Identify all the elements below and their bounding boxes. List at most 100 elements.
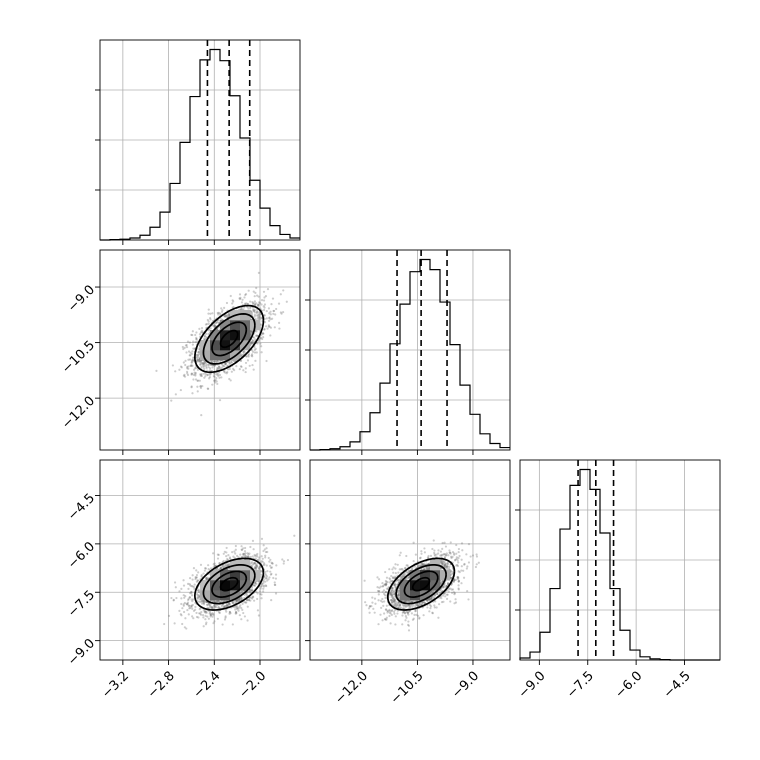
scatter-point — [204, 614, 207, 617]
scatter-point — [208, 367, 212, 370]
scatter-point — [191, 333, 194, 337]
scatter-point — [253, 311, 256, 314]
scatter-point — [248, 599, 251, 602]
x-tick-label: −7.5 — [564, 669, 597, 702]
scatter-point — [251, 363, 254, 367]
scatter-point — [207, 363, 210, 367]
scatter-point — [272, 309, 276, 313]
scatter-point — [262, 584, 265, 587]
scatter-point — [265, 547, 268, 550]
scatter-point — [222, 552, 225, 555]
scatter-point — [258, 311, 261, 314]
scatter-point — [219, 567, 222, 570]
scatter-point — [188, 577, 192, 580]
scatter-point — [196, 594, 199, 597]
scatter-point — [223, 369, 226, 372]
scatter-point — [196, 596, 199, 599]
scatter-point — [206, 318, 209, 322]
scatter-point — [225, 551, 228, 554]
scatter-point — [215, 604, 218, 607]
scatter-point — [200, 575, 203, 578]
scatter-point — [239, 553, 242, 556]
scatter-point — [398, 604, 401, 607]
scatter-point — [224, 362, 227, 365]
scatter-point — [195, 576, 198, 579]
scatter-point — [261, 332, 265, 335]
scatter-point — [214, 600, 217, 603]
scatter-point — [246, 598, 249, 601]
scatter-point — [258, 302, 262, 305]
scatter-point — [198, 333, 202, 336]
x-tick-label: −4.5 — [661, 669, 694, 702]
scatter-point — [442, 586, 445, 589]
scatter-point — [201, 331, 204, 334]
scatter-point — [202, 572, 205, 575]
scatter-point — [269, 566, 273, 569]
scatter-point — [188, 604, 191, 608]
scatter-point — [440, 561, 444, 565]
scatter-point — [274, 583, 277, 587]
scatter-point — [214, 378, 217, 382]
scatter-point — [269, 564, 272, 567]
scatter-point — [217, 321, 220, 324]
scatter-point — [401, 574, 404, 577]
scatter-point — [264, 295, 268, 298]
scatter-point — [221, 364, 224, 367]
scatter-point — [226, 603, 229, 607]
scatter-point — [202, 600, 205, 603]
scatter-point — [225, 604, 228, 608]
scatter-point — [266, 288, 270, 291]
scatter-point — [181, 345, 184, 349]
scatter-point — [266, 327, 269, 330]
scatter-point — [203, 610, 206, 613]
scatter-point — [254, 581, 257, 585]
scatter-point — [182, 584, 186, 587]
scatter-point — [243, 350, 246, 353]
scatter-point — [253, 315, 256, 318]
scatter-point — [199, 612, 202, 615]
scatter-point — [194, 576, 197, 579]
scatter-point — [217, 313, 220, 316]
scatter-point — [188, 596, 191, 599]
scatter-point — [244, 555, 247, 558]
scatter-point — [365, 604, 368, 607]
scatter-point — [257, 314, 260, 317]
scatter-point — [206, 576, 209, 579]
scatter-point — [214, 360, 217, 363]
scatter-point — [424, 566, 428, 569]
scatter-point — [257, 567, 261, 570]
scatter-point — [243, 550, 247, 553]
scatter-point — [266, 550, 269, 554]
scatter-point — [217, 611, 221, 614]
scatter-point — [254, 582, 257, 585]
scatter-point — [199, 385, 202, 388]
scatter-point — [200, 610, 203, 614]
scatter-point — [267, 307, 271, 310]
scatter-point — [251, 302, 255, 305]
scatter-point — [277, 302, 281, 305]
scatter-point — [225, 301, 229, 305]
scatter-point — [422, 614, 425, 617]
scatter-point — [220, 604, 223, 608]
scatter-point — [204, 610, 207, 613]
scatter-point — [191, 330, 194, 333]
scatter-point — [190, 333, 193, 337]
scatter-point — [204, 600, 207, 604]
scatter-point — [258, 301, 261, 304]
scatter-point — [185, 343, 188, 347]
scatter-point — [274, 577, 278, 580]
scatter-point — [207, 363, 211, 366]
scatter-point — [192, 373, 195, 376]
scatter-point — [257, 304, 260, 307]
scatter-point — [228, 610, 231, 614]
scatter-point — [244, 370, 247, 374]
scatter-point — [240, 591, 244, 594]
scatter-point — [225, 546, 228, 550]
scatter-point — [216, 320, 219, 323]
scatter-point — [273, 581, 276, 584]
scatter-point — [192, 617, 195, 620]
scatter-point — [197, 594, 200, 597]
histogram-panel-3: −9.0 −7.5 −6.0 −4.5 — [515, 459, 721, 702]
scatter-point — [373, 597, 377, 600]
scatter-point — [234, 608, 237, 611]
